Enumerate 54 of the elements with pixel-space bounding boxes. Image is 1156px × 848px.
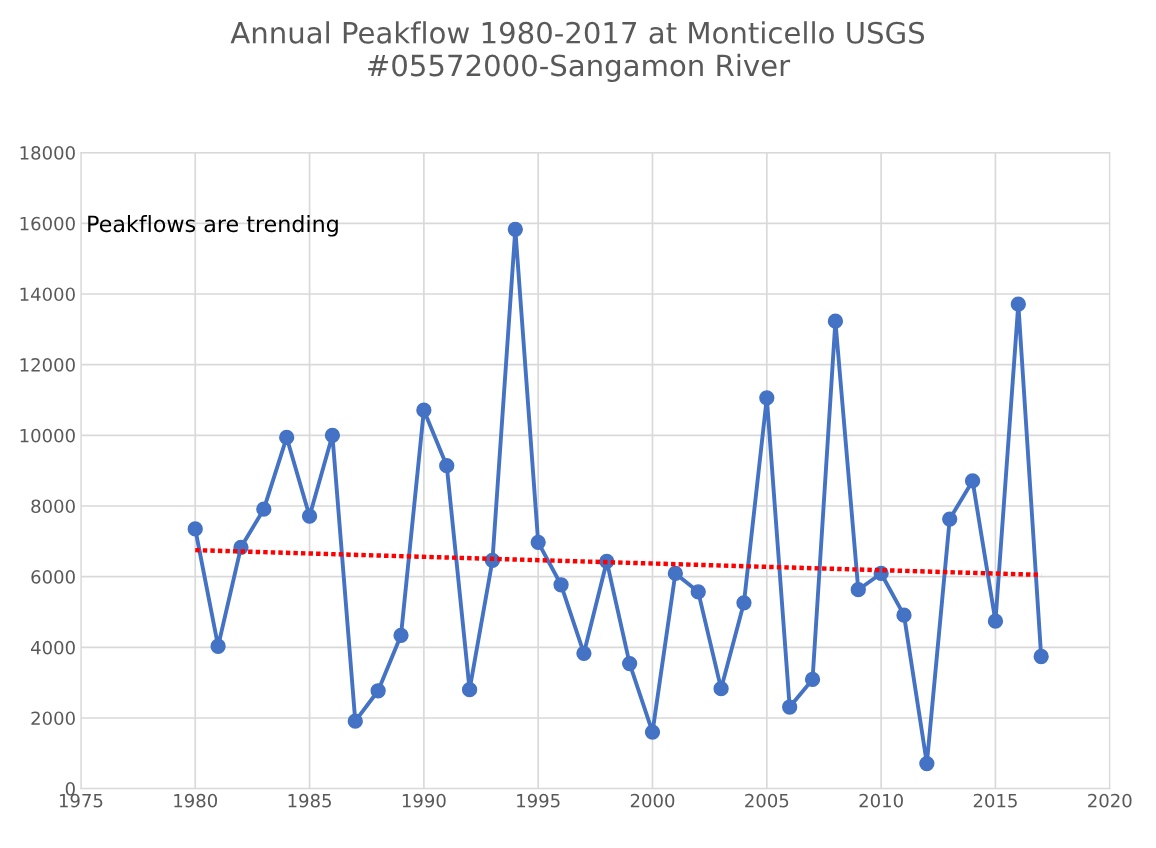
point [416, 402, 432, 418]
x-tick-label: 2020 [1088, 793, 1132, 808]
point [621, 655, 638, 672]
point [530, 534, 546, 551]
point [942, 511, 958, 527]
y-tick-label: 18000 [20, 146, 75, 160]
point [187, 521, 203, 537]
point [850, 582, 866, 598]
point [439, 458, 455, 474]
point [576, 645, 592, 661]
point [713, 681, 729, 697]
x-tick-label: 2010 [859, 793, 903, 808]
point [804, 671, 821, 688]
y-tick-label: 14000 [20, 287, 75, 302]
y-tick-label: 16000 [20, 216, 75, 231]
point [324, 427, 341, 443]
point [690, 584, 706, 600]
point [736, 595, 752, 611]
point [461, 682, 478, 698]
y-tick-label: 12000 [20, 358, 75, 372]
x-tick-label: 2015 [973, 793, 1017, 808]
point [210, 638, 226, 654]
annotation: Peakflows are trending [88, 215, 338, 237]
point [553, 577, 569, 593]
y-tick-label: 4000 [30, 640, 75, 655]
point [896, 607, 912, 623]
x-tick-label: 1990 [402, 793, 446, 808]
point [759, 390, 775, 406]
y-tick-label: 8000 [31, 499, 75, 514]
chart-title: Annual Peakflow 1980-2017 at Monticello USGS #05572000-Sangamon River [230, 21, 925, 83]
point [370, 683, 386, 699]
x-tick-label: 1985 [288, 793, 331, 808]
y-tick-label: 10000 [20, 428, 75, 443]
point [987, 613, 1004, 629]
point [301, 508, 318, 524]
point [919, 755, 935, 772]
y-tick-label: 6000 [31, 570, 75, 584]
y-tick-label: 2000 [31, 711, 75, 726]
x-tick-label: 1980 [174, 793, 218, 808]
point [279, 429, 295, 446]
point [1010, 296, 1026, 312]
point [782, 699, 798, 715]
point [667, 565, 684, 582]
point [507, 221, 523, 237]
point [256, 501, 272, 517]
point [393, 627, 409, 643]
x-tick-label: 2005 [745, 793, 789, 808]
x-tick-label: 1995 [517, 793, 560, 808]
x-tick-label: 2000 [630, 793, 675, 808]
point [644, 724, 661, 740]
point [1033, 648, 1049, 665]
point [347, 713, 363, 729]
point [964, 473, 981, 489]
point [827, 313, 844, 329]
